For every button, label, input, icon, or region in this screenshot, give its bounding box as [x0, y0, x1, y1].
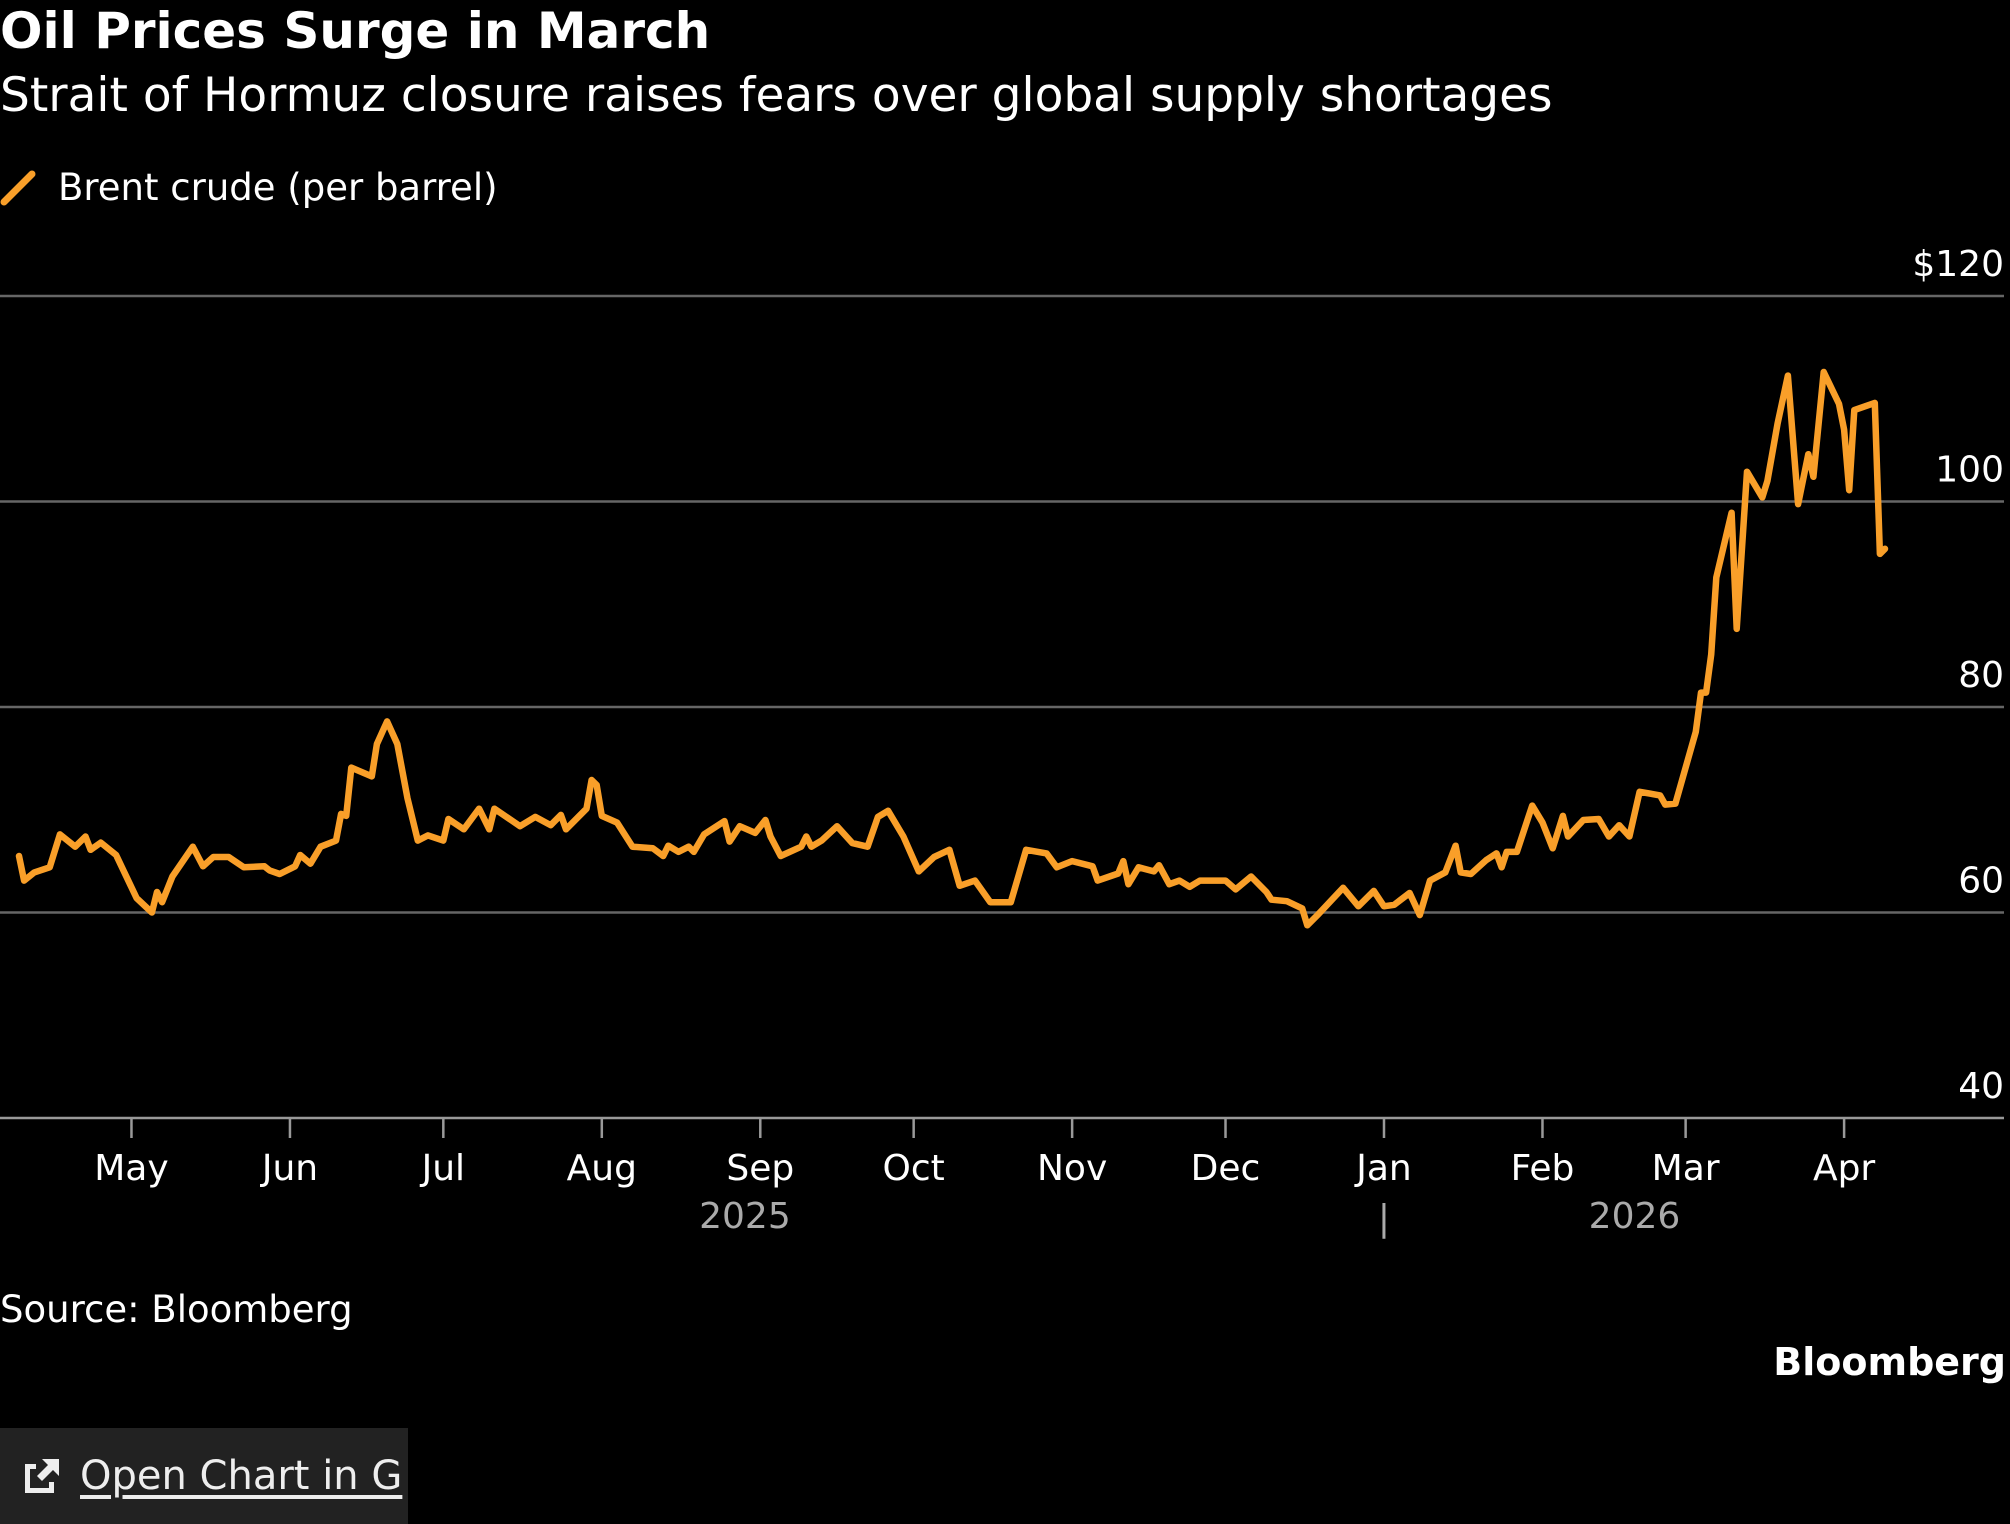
- x-tick-label: Mar: [1652, 1148, 1720, 1189]
- x-tick-label: Dec: [1191, 1148, 1261, 1189]
- x-tick-label: Sep: [726, 1148, 794, 1189]
- x-tick-label: Jun: [260, 1148, 318, 1189]
- open-chart-label[interactable]: Open Chart in G: [80, 1453, 403, 1499]
- series-line-brent-crude: [15, 368, 1889, 929]
- year-separator: |: [1378, 1198, 1390, 1239]
- x-tick-label: Jul: [420, 1148, 465, 1189]
- x-tick-label: May: [94, 1148, 168, 1189]
- source-note: Source: Bloomberg: [0, 1288, 353, 1331]
- x-tick-label: Oct: [883, 1148, 945, 1189]
- x-tick-label: Feb: [1511, 1148, 1575, 1189]
- x-tick-label: Aug: [567, 1148, 637, 1189]
- y-tick-label: 100: [1935, 450, 2004, 491]
- open-chart-button[interactable]: Open Chart in G: [0, 1428, 408, 1524]
- legend-swatch-icon: [0, 170, 36, 205]
- chart-title: Oil Prices Surge in March: [0, 2, 711, 60]
- year-label: 2026: [1589, 1196, 1681, 1237]
- line-chart: $120 100 80 60 40 May Jun Jul Aug Sep Oct Nov Dec Jan…: [0, 244, 2004, 1239]
- y-tick-label: 40: [1958, 1066, 2004, 1107]
- bloomberg-logo: Bloomberg: [1773, 1340, 2006, 1384]
- x-tick-label: Apr: [1813, 1148, 1875, 1189]
- legend-label: Brent crude (per barrel): [58, 166, 498, 209]
- x-tick-label: Jan: [1354, 1148, 1412, 1189]
- x-tick-label: Nov: [1037, 1148, 1107, 1189]
- legend: Brent crude (per barrel): [0, 166, 498, 209]
- y-tick-label: 80: [1958, 655, 2004, 696]
- y-tick-label: 60: [1958, 861, 2004, 902]
- external-link-icon: [25, 1459, 59, 1493]
- year-label: 2025: [699, 1196, 791, 1237]
- chart-subtitle: Strait of Hormuz closure raises fears ov…: [0, 68, 1553, 123]
- y-tick-label: $120: [1912, 244, 2004, 285]
